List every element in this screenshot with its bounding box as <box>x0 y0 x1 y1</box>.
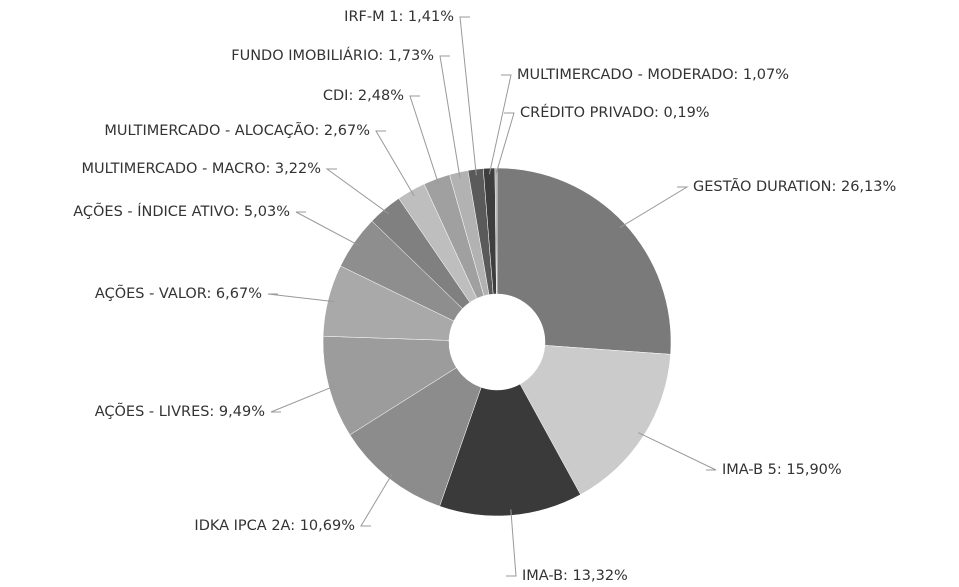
slice-label: CDI: 2,48% <box>323 88 404 104</box>
leader-line <box>295 211 360 247</box>
slice-label: GESTÃO DURATION: 26,13% <box>693 178 896 195</box>
donut-slice <box>496 167 672 355</box>
slice-label: MULTIMERCADO - ALOCAÇÃO: 2,67% <box>104 122 370 139</box>
slice-label: CRÉDITO PRIVADO: 0,19% <box>520 104 710 121</box>
slice-label: IMA-B: 13,32% <box>522 568 628 584</box>
slice-label: IDKA IPCA 2A: 10,69% <box>194 518 355 534</box>
leader-line <box>270 385 336 413</box>
leader-line <box>506 509 517 577</box>
slice-label: IRF-M 1: 1,41% <box>344 9 454 25</box>
slice-label: MULTIMERCADO - MACRO: 3,22% <box>81 161 321 177</box>
leader-line <box>360 473 393 527</box>
leader-line <box>267 293 334 303</box>
slice-label: FUNDO IMOBILIÁRIO: 1,73% <box>231 47 434 64</box>
slice-label: MULTIMERCADO - MODERADO: 1,07% <box>517 67 789 83</box>
donut-slice <box>494 167 498 295</box>
leader-line <box>325 168 389 215</box>
donut-slice <box>439 383 581 517</box>
donut-slice <box>519 345 671 495</box>
slice-label: AÇÕES - ÍNDICE ATIVO: 5,03% <box>73 203 290 220</box>
leader-line <box>409 95 440 185</box>
slice-label: AÇÕES - VALOR: 6,67% <box>95 285 262 302</box>
leader-line <box>375 130 415 197</box>
donut-slice <box>349 367 482 507</box>
leader-line <box>495 112 515 175</box>
donut-slice <box>322 335 457 436</box>
leader-line <box>488 74 512 175</box>
slice-label: IMA-B 5: 15,90% <box>722 462 842 478</box>
leader-line <box>638 432 717 471</box>
leader-line <box>459 16 477 176</box>
leader-line <box>439 55 461 179</box>
slice-label: AÇÕES - LIVRES: 9,49% <box>95 403 265 420</box>
leader-line <box>619 186 689 228</box>
